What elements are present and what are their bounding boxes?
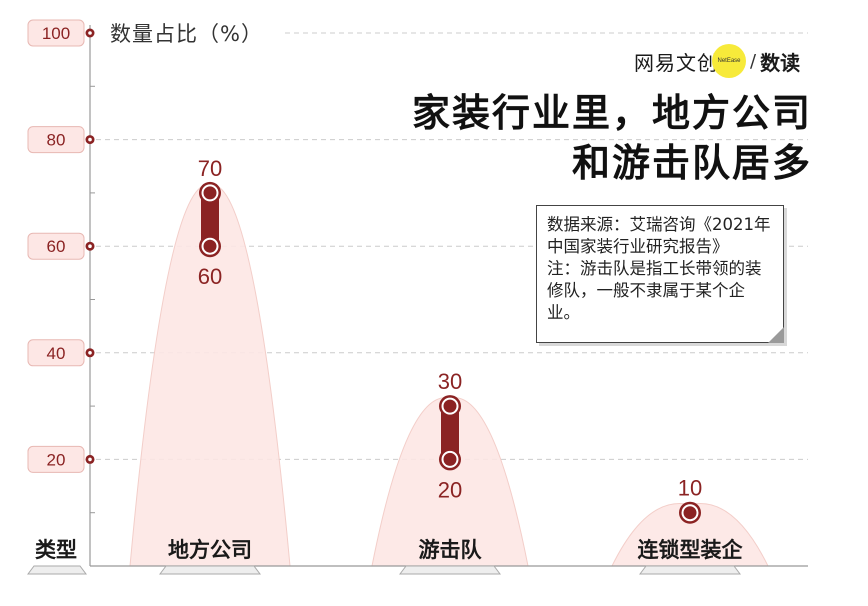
value-label-high: 30 bbox=[438, 369, 462, 394]
range-point-ring bbox=[681, 504, 699, 522]
y-tick-badge bbox=[27, 126, 85, 154]
category-label: 地方公司 bbox=[168, 538, 252, 562]
range-point-ring bbox=[201, 237, 219, 255]
brand-sub: 数读 bbox=[760, 50, 801, 75]
range-bar bbox=[201, 192, 219, 247]
y-tick-label: 100 bbox=[42, 24, 70, 43]
brand-badge: NetEase bbox=[712, 44, 746, 78]
source-note-card: 数据来源：艾瑞咨询《2021年中国家装行业研究报告》 注：游击队是指工长带领的装… bbox=[536, 205, 784, 343]
y-tick-badge bbox=[27, 339, 85, 367]
y-tick-dot-center bbox=[88, 31, 92, 35]
y-tick-dot-center bbox=[88, 244, 92, 248]
y-tick-label: 80 bbox=[47, 131, 66, 150]
category-label: 连锁型装企 bbox=[638, 538, 744, 562]
range-point-ring bbox=[441, 450, 459, 468]
range-layer bbox=[199, 181, 701, 524]
y-tick-badge bbox=[27, 19, 85, 47]
source-text: 数据来源：艾瑞咨询《2021年中国家装行业研究报告》 bbox=[547, 215, 771, 256]
y-tick-dot-center bbox=[88, 457, 92, 462]
tick-layer: 20 40 60 80 100 bbox=[27, 19, 95, 473]
value-label-high: 10 bbox=[678, 476, 702, 501]
y-tick-label: 20 bbox=[47, 450, 66, 469]
y-tick-dot-center bbox=[88, 137, 92, 142]
x-axis-title: 类型 bbox=[35, 538, 77, 562]
range-point-ring bbox=[441, 397, 459, 415]
value-label-low: 20 bbox=[438, 477, 462, 502]
folded-corner bbox=[768, 327, 784, 343]
category-tab bbox=[639, 565, 741, 575]
range-bar bbox=[441, 406, 459, 460]
y-tick-label: 40 bbox=[47, 344, 66, 363]
brand-separator: / bbox=[750, 50, 757, 72]
value-label-high: 70 bbox=[198, 156, 222, 181]
y-tick-badge bbox=[27, 232, 85, 260]
label-layer: 70 60 30 20 10 bbox=[198, 156, 702, 503]
category-tab bbox=[159, 565, 261, 575]
y-tick-dot-center bbox=[88, 351, 92, 355]
y-axis-title: 数量占比（%） bbox=[110, 22, 263, 46]
chart-headline: 家装行业里，地方公司 和游击队居多 bbox=[412, 88, 812, 188]
brand-logo: 网易文创 NetEase / 数读 bbox=[634, 44, 801, 78]
headline-line-1: 家装行业里，地方公司 bbox=[411, 91, 812, 135]
headline-line-2: 和游击队居多 bbox=[571, 141, 812, 185]
category-label: 游击队 bbox=[419, 538, 483, 562]
brand-name: 网易文创 bbox=[634, 50, 718, 75]
y-tick-badge bbox=[27, 445, 85, 473]
remark-text: 注：游击队是指工长带领的装修队，一般不隶属于某个企业。 bbox=[547, 259, 762, 322]
mound-layer bbox=[129, 184, 769, 567]
value-label-low: 60 bbox=[198, 264, 222, 289]
category-layer: 地方公司 游击队 连锁型装企 类型 bbox=[27, 538, 744, 575]
range-point-ring bbox=[201, 184, 219, 202]
category-tab bbox=[399, 565, 501, 575]
y-tick-label: 60 bbox=[47, 237, 66, 256]
x-axis-title-tab bbox=[27, 565, 87, 575]
